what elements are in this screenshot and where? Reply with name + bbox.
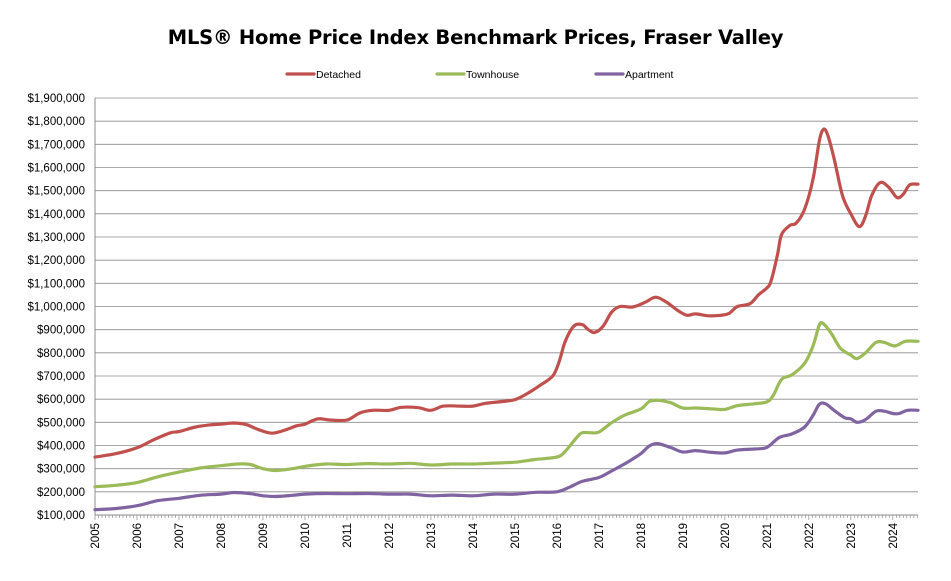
y-tick-label: $1,700,000 <box>27 139 85 151</box>
y-tick-label: $900,000 <box>37 325 85 337</box>
x-tick-label: 2021 <box>762 523 774 549</box>
y-tick-label: $400,000 <box>37 441 85 453</box>
x-tick-label: 2016 <box>552 523 564 549</box>
y-tick-label: $1,800,000 <box>27 116 85 128</box>
axes <box>94 98 918 520</box>
x-tick-label: 2007 <box>174 523 186 549</box>
x-tick-label: 2019 <box>678 523 690 549</box>
y-tick-label: $1,100,000 <box>27 278 85 290</box>
y-tick-label: $700,000 <box>37 371 85 383</box>
x-tick-label: 2005 <box>90 523 102 549</box>
x-tick-label: 2018 <box>636 523 648 549</box>
y-tick-label: $1,600,000 <box>27 163 85 175</box>
y-tick-label: $500,000 <box>37 417 85 429</box>
x-tick-label: 2020 <box>720 523 732 549</box>
y-tick-label: $100,000 <box>37 510 85 522</box>
x-tick-labels: 2005 2006 2007 2008 2009 2010 2011 2012 2013 2014… <box>90 522 900 548</box>
x-tick-label: 2012 <box>384 523 396 549</box>
x-tick-label: 2011 <box>342 523 354 548</box>
y-tick-label: $1,900,000 <box>27 93 85 105</box>
series-line-townhouse <box>93 320 920 489</box>
y-tick-label: $1,000,000 <box>27 302 85 314</box>
x-tick-label: 2008 <box>216 523 228 549</box>
x-tick-label: 2015 <box>510 523 522 549</box>
y-tick-label: $1,300,000 <box>27 232 85 244</box>
x-tick-label: 2009 <box>258 523 270 549</box>
y-tick-label: $1,400,000 <box>27 209 85 221</box>
x-tick-label: 2022 <box>804 523 816 549</box>
y-tick-labels: $100,000 $200,000 $300,000 $400,000 $500,000… <box>27 93 85 522</box>
x-tick-label: 2023 <box>846 523 858 549</box>
legend-label-detached: Detached <box>316 69 361 81</box>
x-tick-label: 2006 <box>132 523 144 549</box>
series-line-detached <box>93 127 920 459</box>
legend-label-apartment: Apartment <box>625 69 674 81</box>
y-tick-label: $800,000 <box>37 348 85 360</box>
legend: Detached Townhouse Apartment <box>285 69 674 81</box>
x-tick-label: 2013 <box>426 523 438 549</box>
legend-label-townhouse: Townhouse <box>466 69 519 81</box>
series-lines <box>93 127 920 512</box>
y-tick-label: $600,000 <box>37 394 85 406</box>
y-tick-label: $1,200,000 <box>27 255 85 267</box>
y-tick-label: $300,000 <box>37 464 85 476</box>
y-tick-label: $200,000 <box>37 487 85 499</box>
y-tick-label: $1,500,000 <box>27 186 85 198</box>
x-tick-label: 2017 <box>594 523 606 549</box>
series-line-apartment <box>93 401 920 512</box>
x-tick-label: 2014 <box>468 522 480 548</box>
chart-title: MLS® Home Price Index Benchmark Prices, … <box>167 26 784 49</box>
x-tick-label: 2010 <box>300 523 312 549</box>
x-tick-label: 2024 <box>888 522 900 548</box>
grid-lines <box>95 97 918 516</box>
